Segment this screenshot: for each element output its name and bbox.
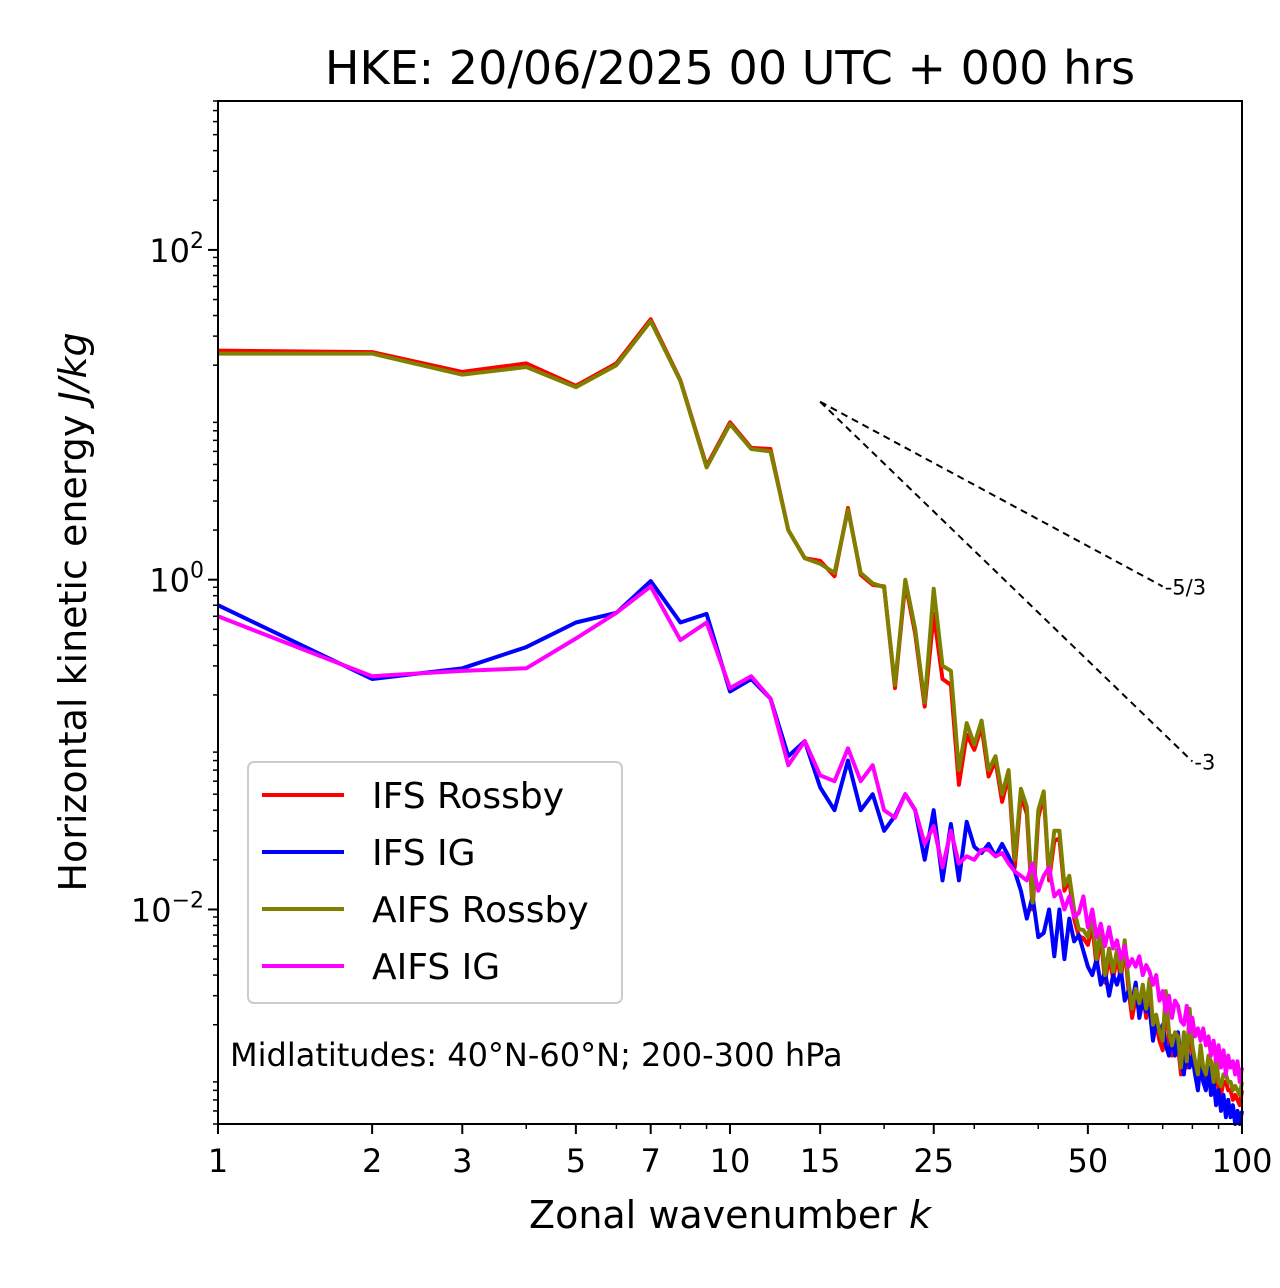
x-tick-label: 100 <box>1211 1142 1272 1180</box>
chart-title: HKE: 20/06/2025 00 UTC + 000 hrs <box>325 41 1135 95</box>
reference-line-label: -3 <box>1194 750 1215 774</box>
x-tick-label: 3 <box>452 1142 472 1180</box>
series-line-aifs-ig <box>217 584 1244 1084</box>
y-tick-label: 10−2 <box>131 888 204 929</box>
reference-line-2 <box>819 401 1194 763</box>
legend-label-aifs-rossby: AIFS Rossby <box>372 890 589 931</box>
reference-line-1 <box>819 400 1164 588</box>
y-axis-label: Horizontal kinetic energy J/kg <box>51 332 95 891</box>
x-tick-label: 10 <box>710 1142 751 1180</box>
x-tick-label: 1 <box>208 1142 228 1180</box>
y-tick-label: 102 <box>149 229 204 270</box>
plot-frame <box>217 100 1243 1125</box>
region-annotation: Midlatitudes: 40°N-60°N; 200-300 hPa <box>230 1036 843 1074</box>
y-tick-label: 100 <box>149 559 204 600</box>
x-axis-label: Zonal wavenumber k <box>529 1193 933 1237</box>
legend-label-ifs-rossby: IFS Rossby <box>372 776 564 817</box>
series-lines <box>217 317 1244 1126</box>
x-tick-label: 7 <box>641 1142 661 1180</box>
x-tick-label: 5 <box>566 1142 586 1180</box>
x-tick-label: 50 <box>1068 1142 1109 1180</box>
axis-ticks: 1 2 3 5 7 10 15 25 50 100 102 100 10−2 <box>131 100 1273 1180</box>
x-tick-label: 2 <box>362 1142 382 1180</box>
reference-slope-lines: -5/3 -3 <box>819 400 1215 774</box>
series-line-aifs-rossby <box>218 319 1244 1097</box>
series-line-ifs-ig <box>217 579 1244 1126</box>
x-tick-label: 15 <box>800 1142 841 1180</box>
x-tick-label: 25 <box>913 1142 954 1180</box>
legend-box <box>247 761 623 1004</box>
legend-label-aifs-ig: AIFS IG <box>372 947 500 988</box>
reference-line-label: -5/3 <box>1165 575 1206 599</box>
legend: IFS Rossby IFS IG AIFS Rossby AIFS IG <box>247 761 623 1004</box>
legend-label-ifs-ig: IFS IG <box>372 833 476 874</box>
